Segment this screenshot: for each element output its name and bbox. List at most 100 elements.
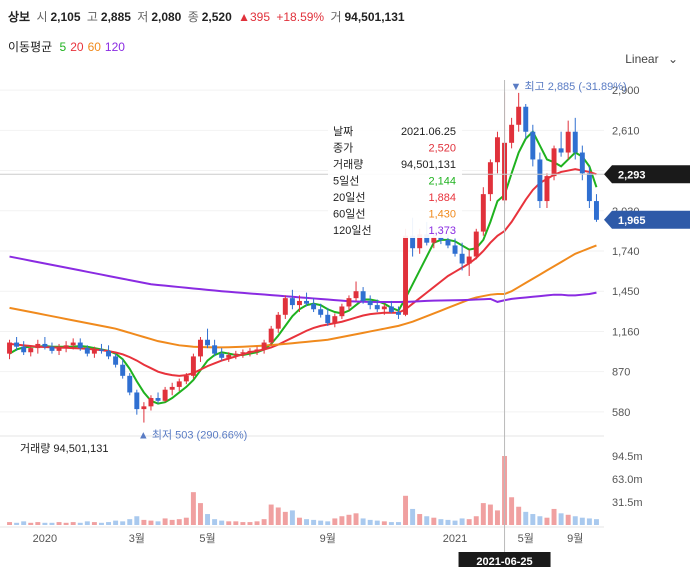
candle-body xyxy=(367,300,373,306)
volume-bar xyxy=(240,522,246,525)
y-tick-label: 580 xyxy=(612,407,630,419)
volume-bar xyxy=(395,522,401,525)
candle-body xyxy=(403,235,409,315)
tooltip-row-value: 1,373 xyxy=(428,225,456,237)
change-pct: +18.59% xyxy=(276,10,325,24)
volume-bar xyxy=(28,522,34,525)
high-value: 2,885 xyxy=(100,10,131,24)
volume-bar xyxy=(289,510,295,525)
candle-body xyxy=(459,253,465,264)
candle-body xyxy=(452,245,458,254)
tooltip-row-value: 2,520 xyxy=(428,143,456,155)
candle-body xyxy=(190,356,196,376)
volume-bar xyxy=(459,518,465,525)
tooltip-row-label: 거래량 xyxy=(333,158,363,171)
candle-body xyxy=(155,398,161,401)
candle-body xyxy=(77,342,83,349)
volume-bar xyxy=(466,519,472,525)
candle-body xyxy=(551,148,557,177)
candle-body xyxy=(523,106,529,132)
volume-bar xyxy=(332,518,338,525)
x-tick-label: 9월 xyxy=(567,532,583,545)
candle-body xyxy=(219,353,225,358)
volume-bar xyxy=(530,514,536,525)
candle-body xyxy=(311,303,317,310)
volume-bar xyxy=(275,507,281,525)
volume-bar xyxy=(304,519,310,525)
ma-legend-item: 5 xyxy=(59,40,67,54)
volume-bar xyxy=(473,516,479,525)
volume-bar xyxy=(120,521,126,525)
tooltip-row-value: 1,884 xyxy=(428,192,456,204)
low-value: 2,080 xyxy=(151,10,182,24)
candle-body xyxy=(275,314,281,329)
volume-label-short: 거 xyxy=(330,10,342,24)
candle-body xyxy=(346,298,352,307)
volume-bar xyxy=(565,514,571,525)
candle-body xyxy=(360,291,366,301)
crosshair-tooltip: 날짜 2021.06.25 종가 2,520 거래량 94,501,131 5일선 2,144… xyxy=(328,120,462,238)
volume-tick-label: 94.5m xyxy=(612,451,643,463)
volume-bar xyxy=(134,516,140,525)
volume-bar xyxy=(14,522,20,525)
open-label: 시 xyxy=(36,10,48,24)
candle-body xyxy=(98,349,104,351)
y-tick-label: 2,900 xyxy=(612,85,640,97)
candle-body xyxy=(516,106,522,125)
tooltip-row-label: 5일선 xyxy=(333,174,359,188)
candle-body xyxy=(176,381,182,387)
candle-body xyxy=(134,392,140,410)
tooltip-row-label: 20일선 xyxy=(333,190,365,204)
candle-body xyxy=(282,298,288,315)
volume-bar xyxy=(205,514,211,525)
volume-bar xyxy=(353,513,359,525)
y-tick-label: 870 xyxy=(612,367,630,379)
volume-value: 94,501,131 xyxy=(344,10,405,24)
volume-bar xyxy=(63,522,69,525)
candle-body xyxy=(268,328,274,343)
candle-body xyxy=(247,350,253,353)
volume-bar xyxy=(212,519,218,525)
candle-body xyxy=(183,375,189,382)
volume-bar xyxy=(509,497,515,525)
price-tag-label: 1,965 xyxy=(618,215,646,227)
candle-body xyxy=(318,309,324,315)
volume-bar xyxy=(424,516,430,525)
candle-body xyxy=(431,237,437,243)
candle-body xyxy=(353,291,359,299)
volume-bar xyxy=(113,520,119,525)
tooltip-row-label: 종가 xyxy=(333,142,353,155)
volume-bar xyxy=(233,521,239,525)
volume-bar xyxy=(190,492,196,525)
volume-bar xyxy=(374,520,380,525)
volume-tick-label: 63.0m xyxy=(612,474,643,486)
moving-average-legend[interactable]: 이동평균 5 20 60 120 xyxy=(8,38,133,55)
max-annotation: ▼ 최고 2,885 (-31.89%) xyxy=(511,80,627,93)
volume-bar xyxy=(254,521,260,525)
volume-bar xyxy=(141,519,147,525)
volume-bar xyxy=(388,522,394,525)
volume-panel-label: 거래량 94,501,131 xyxy=(20,442,108,455)
scale-dropdown[interactable]: Linear ⌄ xyxy=(625,52,678,66)
volume-bar xyxy=(431,517,437,525)
candle-body xyxy=(473,231,479,257)
volume-bar xyxy=(247,522,253,525)
candle-body xyxy=(325,314,331,324)
price-tag xyxy=(604,165,690,184)
price-tag-label: 2,293 xyxy=(618,169,646,181)
volume-bar xyxy=(21,521,27,525)
close-label: 종 xyxy=(187,10,199,24)
candle-body xyxy=(233,353,239,356)
tooltip-row-label: 120일선 xyxy=(333,223,372,237)
stock-name: 상보 xyxy=(8,10,31,24)
volume-bar xyxy=(268,504,274,525)
volume-bar xyxy=(162,518,168,525)
candle-body xyxy=(388,306,394,313)
volume-bar xyxy=(56,522,62,525)
volume-bar xyxy=(551,508,557,525)
min-annotation: ▲ 최저 503 (290.66%) xyxy=(138,429,247,442)
candle-body xyxy=(226,355,232,358)
candle-body xyxy=(424,234,430,243)
y-tick-label: 1,160 xyxy=(612,326,640,338)
